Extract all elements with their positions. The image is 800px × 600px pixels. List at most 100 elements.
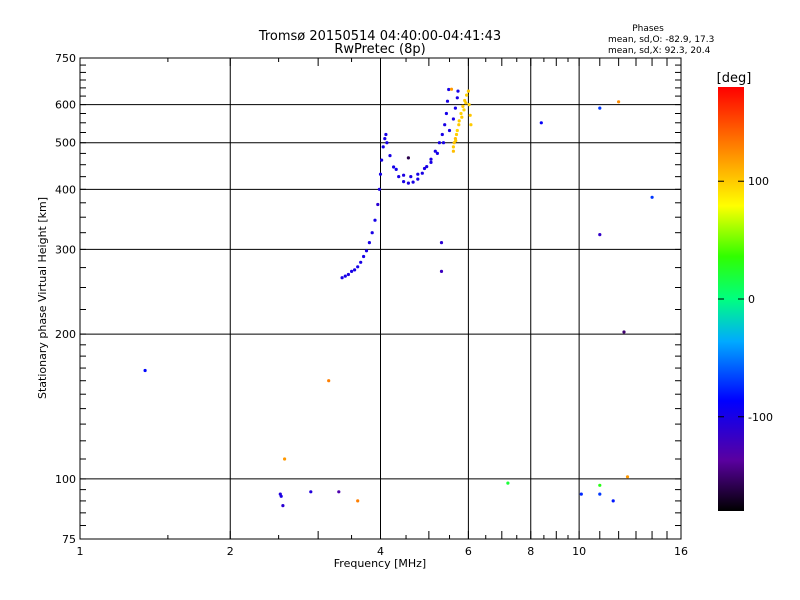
data-point (453, 106, 457, 110)
data-point (429, 157, 433, 161)
data-point (370, 231, 374, 235)
grid-lines (80, 58, 681, 539)
y-tick-label: 75 (62, 533, 76, 546)
x-tick-label: 8 (527, 545, 534, 558)
data-point (279, 494, 283, 498)
data-point (359, 260, 363, 264)
data-point (617, 100, 621, 104)
data-point (378, 172, 383, 176)
x-tick-label: 10 (572, 545, 586, 558)
data-point (416, 177, 420, 181)
data-point (625, 475, 630, 479)
data-point (327, 379, 331, 383)
plot-frame (79, 57, 682, 540)
data-point (402, 180, 406, 184)
data-point (281, 504, 285, 508)
data-point (425, 165, 429, 169)
data-point (455, 128, 459, 133)
data-point (454, 132, 459, 137)
data-point (380, 158, 384, 162)
data-point (377, 187, 381, 191)
data-point (143, 368, 147, 373)
colorbar-tick-label: -100 (748, 411, 773, 424)
data-point (394, 167, 398, 171)
data-point (461, 104, 465, 108)
y-tick-label: 750 (55, 52, 76, 65)
y-tick-label: 500 (55, 137, 76, 150)
y-tick-label: 600 (55, 99, 76, 112)
colorbar-label: [deg] (717, 71, 752, 86)
data-point (460, 115, 464, 119)
y-tick-label: 300 (55, 243, 76, 256)
data-point (435, 151, 439, 155)
data-point (367, 241, 371, 245)
data-point (451, 145, 455, 149)
colorbar-ticks: 100 0 -100 (718, 175, 773, 424)
data-point (469, 123, 473, 127)
data-point (457, 119, 461, 123)
data-point (451, 117, 455, 121)
data-point (397, 175, 401, 179)
data-point (443, 123, 447, 127)
data-points (143, 87, 654, 508)
data-point (388, 154, 392, 158)
data-point (506, 481, 510, 485)
data-point (416, 172, 420, 176)
data-point (383, 137, 387, 141)
data-point (346, 272, 350, 277)
data-point (376, 202, 380, 207)
data-point (353, 268, 357, 272)
data-point (343, 274, 347, 278)
data-point (457, 123, 461, 127)
data-point (451, 149, 455, 153)
data-point (406, 181, 410, 185)
data-point (439, 241, 444, 245)
x-tick-label: 1 (77, 545, 84, 558)
data-point (429, 160, 433, 164)
data-point (362, 254, 366, 259)
data-point (464, 101, 468, 105)
x-tick-label: 16 (674, 545, 688, 558)
data-point (598, 233, 602, 237)
data-point (466, 89, 470, 93)
data-point (356, 499, 360, 503)
data-point (455, 96, 459, 100)
data-point (622, 330, 626, 334)
data-point (309, 490, 313, 494)
data-point (447, 87, 451, 92)
data-point (454, 139, 458, 143)
data-point (449, 87, 454, 91)
y-tick-label: 400 (55, 183, 76, 196)
data-point (406, 156, 410, 160)
data-point (411, 180, 415, 184)
data-point (598, 492, 602, 496)
chart-title: Tromsø 20150514 04:40:00-04:41:43 (258, 29, 501, 44)
data-point (441, 141, 446, 145)
data-point (356, 265, 360, 269)
phases-mean-x: mean, sd,X: 92.3, 20.4 (608, 46, 711, 56)
data-point (468, 113, 472, 117)
data-point (611, 499, 615, 503)
data-point (385, 141, 389, 145)
data-point (445, 99, 450, 103)
x-tick-label: 4 (377, 545, 384, 558)
y-tick-label: 200 (55, 328, 76, 341)
data-point (598, 106, 602, 110)
y-axis-label: Stationary phase Virtual Height [km] (36, 197, 49, 399)
data-point (420, 171, 424, 175)
data-point (384, 132, 388, 137)
data-point (462, 108, 466, 112)
data-point (337, 490, 341, 494)
data-point (402, 173, 406, 177)
x-tick-label: 6 (465, 545, 472, 558)
colorbar-tick-label: 100 (748, 175, 769, 188)
data-point (433, 149, 437, 153)
data-point (463, 98, 467, 103)
data-point (467, 103, 471, 107)
data-point (579, 492, 583, 496)
data-point (392, 165, 396, 169)
data-point (373, 218, 377, 222)
data-point (465, 93, 469, 97)
data-point (456, 89, 460, 93)
data-point (409, 175, 413, 179)
